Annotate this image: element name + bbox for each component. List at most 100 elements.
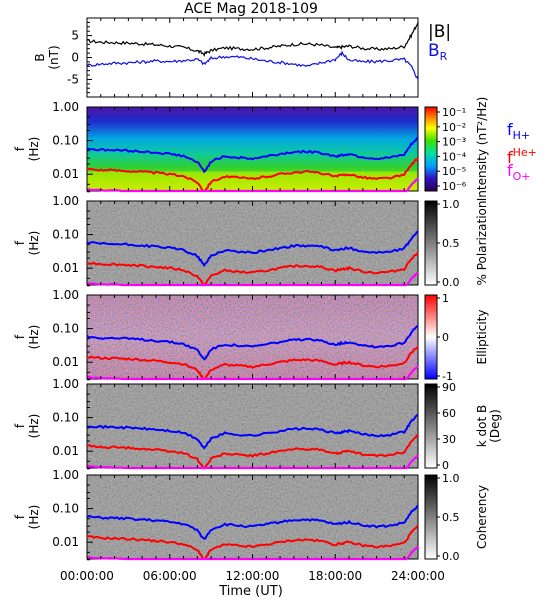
y-axis-label: f — [13, 423, 27, 428]
y-tick-label: 1.00 — [52, 468, 79, 482]
y-tick-label: 1.00 — [52, 100, 79, 114]
y-axis-label: f — [13, 334, 27, 339]
gyro-line-he — [86, 345, 419, 380]
x-tick-label: 24:00:00 — [391, 569, 445, 583]
panel-spectrogram-4: 1.00 0.10 0.01 f (Hz) 90 60 30 0 k dot B (Deg) — [13, 377, 502, 472]
y-tick-label: 0 — [71, 51, 79, 65]
gyro-line-o — [86, 454, 419, 470]
legend-f-h-sub: H+ — [513, 129, 531, 142]
x-tick-label: 06:00:00 — [143, 569, 197, 583]
y-tick-label: 1.00 — [52, 194, 79, 208]
panel-spectrogram-5: 1.00 0.10 0.01 f (Hz) 1.0 0.5 0.0 Coherency — [13, 468, 489, 563]
colorbar — [424, 383, 438, 469]
gyro-line-he — [86, 251, 419, 286]
panel-spectrogram-1: 1.00 0.10 0.01 f (Hz) 10⁻¹ 10⁻² 10⁻³10⁻⁴ 10⁻⁵ 10⁻… — [13, 97, 489, 202]
y-tick-label: 0.10 — [52, 322, 79, 336]
gyro-line-o — [86, 365, 419, 381]
x-tick-label: 12:00:00 — [226, 569, 280, 583]
legend-f-h: fH+ — [507, 120, 530, 142]
y-axis-unit: (Hz) — [27, 414, 41, 439]
y-tick-label: 1.00 — [52, 288, 79, 302]
colorbar-label: Ellipticity — [475, 310, 489, 365]
legend-f-o-sub: O+ — [513, 170, 531, 183]
colorbar-tick-label: 0.5 — [442, 511, 460, 524]
legend-b-magnitude: |B| — [428, 22, 451, 42]
x-tick-label: 18:00:00 — [308, 569, 362, 583]
colorbar-tick-label: 10⁻² — [442, 121, 466, 134]
colorbar-tick-label: 60 — [442, 407, 456, 420]
colorbar-label: k dot B — [475, 405, 489, 447]
y-tick-label: 5 — [71, 29, 79, 43]
y-tick-label: 0.01 — [52, 355, 79, 369]
series-line-b-r — [86, 50, 419, 80]
plot-frame — [86, 17, 419, 98]
y-axis-label: f — [13, 146, 27, 151]
colorbar-tick-label: 1.0 — [442, 472, 460, 485]
colorbar-tick-label: 1.0 — [442, 198, 460, 211]
y-axis-unit: (Hz) — [27, 137, 41, 162]
legend-b-r: BR — [428, 41, 448, 63]
y-tick-label: 0.01 — [52, 444, 79, 458]
legend-f-o: fO+ — [507, 161, 531, 183]
gyro-line-h — [86, 136, 419, 174]
y-tick-label: 0.01 — [52, 535, 79, 549]
colorbar-tick-label: 10⁻³ — [442, 136, 466, 149]
colorbar-tick-label: 10⁻⁴ — [442, 150, 467, 163]
colorbar-tick-label: 90 — [442, 381, 456, 394]
gyro-line-h — [86, 324, 419, 361]
gyro-line-o — [86, 177, 419, 193]
panel-spectrogram-3: 1.00 0.10 0.01 f (Hz) 1 0 -1 Ellipticity — [13, 288, 489, 383]
colorbar-tick-label: 0.5 — [442, 237, 460, 250]
ion-legend: fH+fHe+fO+ — [507, 120, 537, 183]
y-axis-unit: (Hz) — [27, 505, 41, 530]
colorbar-tick-label: 1 — [442, 292, 449, 305]
colorbar-tick-label: 30 — [442, 433, 456, 446]
y-axis-label: f — [13, 514, 27, 519]
gyro-line-h — [86, 230, 419, 268]
gyro-line-he — [86, 434, 419, 469]
gyro-line-he — [86, 525, 419, 560]
colorbar-label: Intensity (nT²/Hz) — [475, 97, 489, 202]
colorbar-tick-label: 0.0 — [442, 276, 460, 289]
gyro-line-he — [86, 157, 419, 193]
colorbar — [424, 294, 438, 380]
y-axis-label: f — [13, 240, 27, 245]
y-axis-unit: (Hz) — [27, 325, 41, 350]
colorbar-tick-label: 10⁻⁶ — [442, 180, 467, 193]
legend-f-he-sup: He+ — [513, 146, 537, 159]
colorbar-tick-label: 0 — [442, 459, 449, 472]
y-axis-unit: (Hz) — [27, 231, 41, 256]
y-axis-unit: (nT) — [47, 45, 61, 69]
y-tick-label: -5 — [67, 72, 79, 86]
colorbar-tick-label: 0 — [442, 331, 449, 344]
gyro-line-h — [86, 504, 419, 540]
gyro-line-o — [86, 271, 419, 287]
y-tick-label: 0.01 — [52, 261, 79, 275]
y-tick-label: 0.10 — [52, 134, 79, 148]
colorbar — [424, 200, 438, 286]
series-line-b-magnitude — [86, 22, 419, 57]
x-axis-label: Time (UT) — [218, 584, 283, 599]
colorbar — [424, 474, 438, 560]
colorbar-tick-label: 10⁻⁵ — [442, 165, 466, 178]
y-tick-label: 0.10 — [52, 411, 79, 425]
y-tick-label: 0.01 — [52, 167, 79, 181]
colorbar-label: % Polarization — [475, 201, 489, 286]
colorbar — [424, 106, 438, 192]
panel-spectrogram-2: 1.00 0.10 0.01 f (Hz) 1.0 0.5 0.0 % Polarization — [13, 194, 489, 289]
gyro-line-h — [86, 413, 419, 450]
colorbar-label: (Deg) — [488, 409, 502, 443]
colorbar-tick-label: 0.0 — [442, 550, 460, 563]
x-tick-label: 00:00:00 — [60, 569, 114, 583]
colorbar-label: Coherency — [475, 485, 489, 549]
legend-b-r-sub: R — [440, 50, 448, 63]
y-tick-label: 0.10 — [52, 502, 79, 516]
chart-title: ACE Mag 2018-109 — [184, 1, 318, 17]
y-axis-label: B — [33, 53, 47, 61]
spectrogram-texture — [87, 475, 418, 559]
panel-b-field: 5 0 -5 B (nT) |B|BR — [33, 17, 451, 98]
y-tick-label: 1.00 — [52, 377, 79, 391]
gyro-line-o — [87, 545, 419, 561]
colorbar-tick-label: -1 — [442, 370, 453, 383]
